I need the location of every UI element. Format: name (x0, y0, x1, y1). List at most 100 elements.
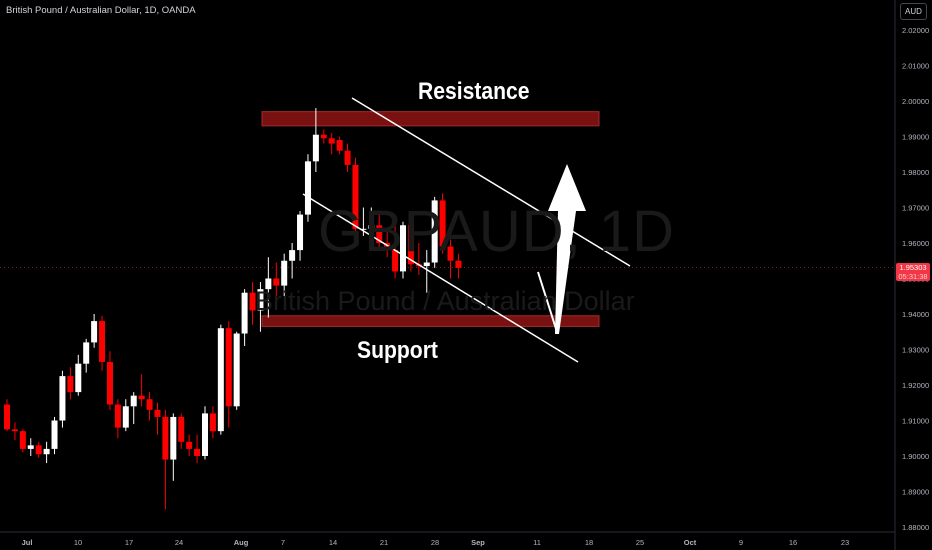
candle (83, 338, 90, 373)
candle (249, 282, 256, 325)
candle-body (194, 448, 201, 456)
candle (35, 441, 42, 458)
candle (225, 321, 232, 428)
candle-body (11, 429, 18, 432)
candle-body (336, 140, 343, 151)
candle (4, 399, 10, 432)
candle-body (202, 413, 208, 456)
time-tick-label: 14 (329, 538, 337, 547)
candle-body (400, 225, 406, 272)
candle-body (304, 161, 311, 215)
candle (439, 193, 446, 254)
price-tick-label: 1.91000 (902, 417, 929, 426)
candle-body (320, 134, 327, 139)
candle-body (99, 321, 106, 362)
candle (59, 370, 66, 428)
candle-body (392, 250, 399, 272)
resistance-trendline[interactable] (351, 97, 631, 267)
drawing-tools (302, 97, 631, 363)
support-label: Support (357, 337, 438, 364)
time-tick-label: Oct (684, 538, 697, 547)
candle-body (19, 431, 26, 449)
time-tick-label: 21 (380, 538, 388, 547)
price-tick-label: 1.98000 (902, 168, 929, 177)
candle (11, 422, 18, 441)
currency-badge[interactable]: AUD (900, 3, 927, 20)
candle (99, 315, 106, 371)
price-tick-label: 1.99000 (902, 133, 929, 142)
price-tick-label: 1.93000 (902, 346, 929, 355)
candle (122, 399, 129, 432)
candle-body (130, 395, 137, 407)
candle-body (423, 262, 430, 267)
time-tick-label: 16 (789, 538, 797, 547)
candle (312, 108, 319, 172)
candle (43, 441, 50, 464)
candle (75, 354, 82, 396)
resistance-label: Resistance (418, 78, 530, 105)
last-price-value: 1.95303 (899, 263, 927, 272)
candle-body (265, 278, 272, 290)
candle-body (4, 404, 10, 430)
candle (336, 136, 343, 155)
candle (352, 157, 359, 236)
candle (423, 250, 430, 293)
candle-body (75, 363, 82, 393)
x-axis-labels: Jul 10 17 24 Aug 7 14 21 28 Sep 11 18 25 Oct 9 16 23 (22, 538, 850, 547)
time-tick-label: Sep (471, 538, 485, 547)
candle-body (297, 214, 304, 251)
candle (368, 207, 375, 236)
candle-body (114, 404, 121, 428)
support-zone[interactable] (261, 315, 600, 327)
candle (186, 434, 193, 456)
candle-body (217, 328, 224, 432)
candle-body (27, 445, 34, 449)
candle (384, 228, 391, 258)
candle-body (178, 416, 185, 442)
candle (67, 367, 74, 400)
candle (265, 257, 272, 318)
time-tick-label: 18 (585, 538, 593, 547)
candle-body (312, 134, 319, 162)
projection-arrow[interactable] (548, 164, 586, 334)
price-tick-label: 1.90000 (902, 452, 929, 461)
time-tick-label: 28 (431, 538, 439, 547)
time-tick-label: 9 (739, 538, 743, 547)
candle (447, 239, 454, 279)
candle-body (368, 225, 375, 229)
time-tick-label: 11 (533, 538, 541, 547)
candle (241, 289, 248, 346)
candle-body (376, 225, 383, 243)
candle-body (289, 250, 296, 261)
candle-body (83, 342, 90, 364)
support-trendline[interactable] (302, 193, 579, 363)
candle (233, 331, 240, 410)
candle (130, 392, 137, 425)
resistance-zone[interactable] (261, 111, 600, 127)
candle-body (154, 409, 161, 417)
candle-body (225, 328, 232, 407)
candle (202, 406, 208, 460)
candle-series (4, 108, 462, 510)
candle (217, 324, 224, 435)
price-tick-label: 1.89000 (902, 488, 929, 497)
candle-body (209, 413, 216, 432)
candle-body (328, 138, 335, 144)
candle (400, 221, 406, 279)
candle (170, 413, 177, 481)
candle-body (360, 228, 367, 230)
candle-body (384, 243, 391, 251)
candle-body (122, 406, 129, 428)
time-tick-label: Jul (22, 538, 33, 547)
candle (257, 282, 264, 332)
candle-body (344, 150, 351, 165)
time-tick-label: 23 (841, 538, 849, 547)
time-tick-label: 25 (636, 538, 644, 547)
candle-body (43, 448, 50, 455)
candle-body (281, 260, 288, 286)
price-tick-label: 2.00000 (902, 97, 929, 106)
candle (320, 129, 327, 144)
candle-body (439, 200, 446, 247)
candle-body (431, 200, 438, 263)
